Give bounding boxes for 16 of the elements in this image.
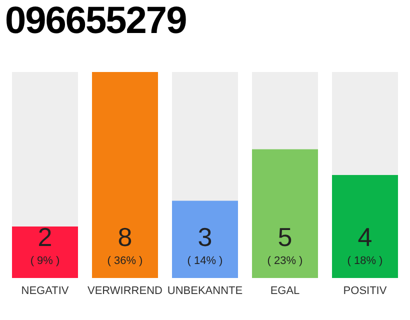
annotation: ( 23% ): [267, 255, 303, 267]
annotation: ( 9% ): [30, 255, 60, 267]
x-tick-label: UNBEKANNTE: [167, 284, 243, 297]
data-label: 2: [38, 222, 52, 252]
annotation: ( 14% ): [187, 255, 223, 267]
data-label: 8: [118, 222, 132, 252]
x-tick-label: POSITIV: [343, 284, 388, 297]
data-label: 3: [198, 222, 212, 252]
chart-title: 096655279: [5, 0, 186, 43]
x-tick-label: NEGATIV: [21, 284, 70, 297]
x-tick-label: VERWIRREND: [88, 284, 163, 297]
annotation: ( 36% ): [107, 255, 143, 267]
data-label: 5: [278, 222, 292, 252]
x-tick-label: EGAL: [270, 284, 300, 297]
data-label: 4: [358, 222, 372, 252]
annotation: ( 18% ): [347, 255, 383, 267]
